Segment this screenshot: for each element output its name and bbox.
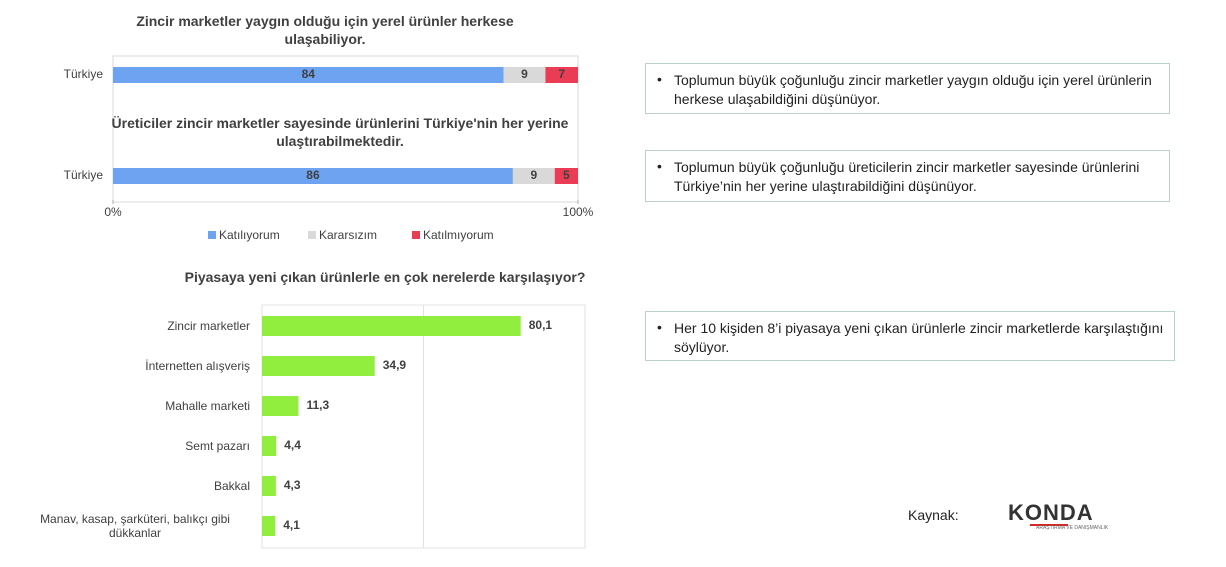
data-label: 5: [563, 168, 570, 182]
bar-segment: [545, 67, 578, 83]
y-tick-label: İnternetten alışveriş: [145, 359, 250, 373]
logo-bar: [1030, 524, 1068, 526]
chart-title: Piyasaya yeni çıkan ürünlerle en çok ner…: [184, 269, 586, 285]
y-label-box: Semt pazarı: [185, 439, 250, 453]
data-label: 84: [302, 67, 316, 81]
legend-swatch: [208, 231, 216, 239]
y-label-box: Bakkal: [213, 479, 250, 493]
y-tick-label: Manav, kasap, şarküteri, balıkçı gibi dü…: [40, 512, 230, 540]
bar: [262, 316, 521, 336]
y-tick-label: Türkiye: [64, 168, 104, 182]
legend-label: Katılmıyorum: [423, 228, 494, 242]
data-label: 4,1: [283, 518, 300, 532]
data-label: 34,9: [383, 358, 407, 372]
legend-swatch: [308, 231, 316, 239]
bar: [262, 396, 299, 416]
bar-segment: [113, 67, 504, 83]
bar-segment: [503, 67, 546, 83]
y-tick-label: Semt pazarı: [185, 439, 250, 453]
frame: [112, 55, 579, 203]
data-label: 4,3: [284, 478, 301, 492]
bar: [262, 356, 375, 376]
panel-title: Üreticiler zincir marketler sayesinde ür…: [111, 115, 569, 149]
data-label: 11,3: [306, 398, 329, 412]
note: Her 10 kişiden 8’i piyasaya yeni çıkan ü…: [645, 311, 1175, 361]
logo: KONDA: [1008, 500, 1094, 525]
y-label-box: Manav, kasap, şarküteri, balıkçı gibi dü…: [40, 512, 230, 540]
y-tick-label: Türkiye: [64, 67, 104, 81]
y-label-box: Mahalle marketi: [165, 399, 250, 413]
data-label: 80,1: [529, 318, 553, 332]
data-label: 4,4: [284, 438, 301, 452]
note: Toplumun büyük çoğunluğu zincir marketle…: [645, 63, 1170, 114]
bar-segment: [554, 168, 578, 184]
y-label-box: Zincir marketler: [167, 319, 250, 333]
data-label: 86: [306, 168, 320, 182]
logo-subtitle: ARAŞTIRMA VE DANIŞMANLIK: [1036, 525, 1109, 531]
y-label-box: İnternetten alışveriş: [145, 359, 250, 373]
data-label: 9: [530, 168, 537, 182]
bar-segment: [113, 168, 513, 184]
data-label: 9: [521, 67, 528, 81]
y-tick-label: Mahalle marketi: [165, 399, 250, 413]
panel-title: Zincir marketler yaygın olduğu için yere…: [136, 13, 514, 47]
legend-label: Katılıyorum: [219, 228, 280, 242]
y-tick-label: Bakkal: [213, 479, 250, 493]
source-label: Kaynak:: [908, 507, 959, 523]
legend-swatch: [412, 231, 420, 239]
bar: [262, 476, 276, 496]
x-tick-label: 0%: [104, 205, 122, 219]
legend-label: Kararsızım: [319, 228, 377, 242]
data-label: 7: [558, 67, 565, 81]
y-tick-label: Zincir marketler: [167, 319, 250, 333]
bar-segment: [512, 168, 555, 184]
note: Toplumun büyük çoğunluğu üreticilerin zi…: [645, 150, 1170, 202]
bar: [262, 516, 276, 536]
bar: [262, 436, 277, 456]
x-tick-label: 100%: [563, 205, 594, 219]
